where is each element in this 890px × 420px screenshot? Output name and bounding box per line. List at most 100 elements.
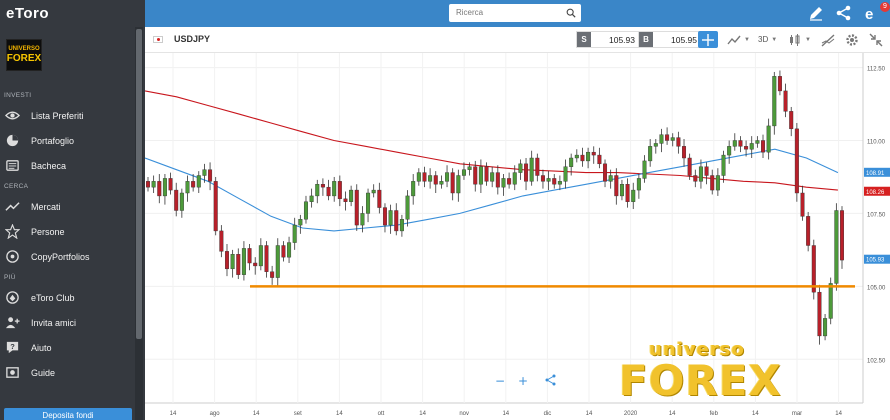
candle-body xyxy=(524,163,529,182)
candle-body xyxy=(168,178,173,191)
candle-body xyxy=(761,140,766,153)
candle-body xyxy=(512,172,517,185)
crosshair-tool-button[interactable] xyxy=(698,31,718,48)
section-title-invest: INVESTI xyxy=(4,92,32,99)
y-tick-label: 105.00 xyxy=(867,285,886,291)
chart-style-dropdown[interactable]: ▼ xyxy=(727,31,750,48)
top-header: Ricerca e 9 xyxy=(145,0,890,27)
candle-body xyxy=(196,175,201,188)
share-icon[interactable] xyxy=(835,4,853,22)
candle-body xyxy=(772,76,777,127)
candle-body xyxy=(817,291,822,337)
candle-body xyxy=(507,178,512,185)
notifications-icon[interactable]: e xyxy=(863,4,881,22)
candle-body xyxy=(546,178,551,182)
candle-body xyxy=(755,140,760,144)
candle-body xyxy=(659,134,664,144)
candle-body xyxy=(715,175,720,191)
x-tick-label: ott xyxy=(378,411,385,417)
sidebar: eToro UNIVERSO FOREX INVESTI Lista Prefe… xyxy=(0,0,145,420)
notification-badge: 9 xyxy=(880,2,890,12)
sidebar-item-guides[interactable]: Guide xyxy=(0,360,145,385)
candle-body xyxy=(230,254,235,270)
deposit-funds-button[interactable]: Deposita fondi xyxy=(4,408,132,420)
price-tag-label: 105.93 xyxy=(866,258,885,264)
sidebar-item-label: Lista Preferiti xyxy=(31,110,84,121)
sidebar-item-people[interactable]: Persone xyxy=(0,219,145,244)
buy-button[interactable]: B 105.95 xyxy=(638,31,702,48)
candle-body xyxy=(258,245,263,267)
candle-body xyxy=(484,166,489,182)
price-tag-label: 108.26 xyxy=(866,190,885,196)
x-tick-label: 2020 xyxy=(624,411,638,417)
candle-body xyxy=(625,184,630,202)
price-tag-box xyxy=(864,167,890,177)
avatar[interactable]: UNIVERSO FOREX xyxy=(6,39,42,71)
guide-icon xyxy=(6,367,19,378)
timeframe-dropdown[interactable]: 3D ▼ xyxy=(758,31,777,48)
candle-body xyxy=(411,181,416,197)
candle-body xyxy=(580,154,585,162)
candle-body xyxy=(394,210,399,232)
instrument-symbol: USDJPY xyxy=(174,34,211,44)
scrollbar-thumb[interactable] xyxy=(136,29,142,339)
candle-body xyxy=(174,189,179,211)
candle-body xyxy=(405,195,410,220)
candle-body xyxy=(247,248,252,264)
sidebar-item-etoro-club[interactable]: eToro Club xyxy=(0,285,145,310)
svg-text:?: ? xyxy=(10,342,15,351)
buy-label: B xyxy=(639,32,653,47)
candle-body xyxy=(202,169,207,176)
candle-body xyxy=(382,207,387,226)
candle-body xyxy=(828,283,833,319)
sidebar-item-watchlist[interactable]: Lista Preferiti xyxy=(0,103,145,128)
x-tick-label: 14 xyxy=(586,411,593,417)
candle-body xyxy=(557,181,562,185)
section-title-search: CERCA xyxy=(4,183,29,190)
search-placeholder: Ricerca xyxy=(456,8,484,17)
candle-body xyxy=(563,166,568,182)
candle-body xyxy=(332,181,337,197)
sidebar-item-invite-friends[interactable]: Invita amici xyxy=(0,310,145,335)
candle-body xyxy=(704,166,709,176)
sidebar-item-portfolio[interactable]: Portafoglio xyxy=(0,128,145,153)
candle-body xyxy=(529,157,534,182)
search-input[interactable]: Ricerca xyxy=(449,4,581,22)
candle-type-dropdown[interactable]: ▼ xyxy=(788,31,811,48)
zoom-in-button[interactable]: + xyxy=(518,374,528,388)
candle-body xyxy=(185,181,190,194)
x-tick-label: 14 xyxy=(835,411,842,417)
candle-body xyxy=(241,248,246,275)
sidebar-item-markets[interactable]: Mercati xyxy=(0,194,145,219)
price-chart[interactable]: 112.50 110.00 107.50 105.00 102.50 14 ago 14 set… xyxy=(145,53,890,420)
x-tick-label: 14 xyxy=(502,411,509,417)
candle-body xyxy=(490,172,495,182)
candle-body xyxy=(501,178,506,188)
timeframe-value: 3D xyxy=(758,35,769,44)
sidebar-item-copyportfolios[interactable]: CopyPortfolios xyxy=(0,244,145,269)
candle-body xyxy=(603,163,608,182)
candlestick-chart-svg[interactable]: 112.50 110.00 107.50 105.00 102.50 14 ago 14 set… xyxy=(145,53,890,420)
chart-toolbar: USDJPY S 105.93 B 105.95 ▼ 3D ▼ ▼ xyxy=(145,27,890,53)
candle-body xyxy=(614,175,619,197)
candle-body xyxy=(682,146,687,159)
candle-body xyxy=(495,172,500,188)
drawing-tools-button[interactable] xyxy=(821,31,835,48)
candle-body xyxy=(146,181,150,188)
candle-body xyxy=(749,143,754,150)
sell-button[interactable]: S 105.93 xyxy=(576,31,640,48)
sidebar-item-feed[interactable]: Bacheca xyxy=(0,153,145,178)
sidebar-scrollbar[interactable] xyxy=(135,27,143,420)
candle-body xyxy=(292,224,297,243)
section-title-more: PIÙ xyxy=(4,274,16,281)
etoro-logo[interactable]: eToro xyxy=(0,0,145,27)
collapse-button[interactable] xyxy=(869,31,883,48)
candle-body xyxy=(619,184,624,197)
zoom-out-button[interactable]: − xyxy=(495,374,505,388)
edit-pencil-icon[interactable] xyxy=(807,4,825,22)
settings-button[interactable] xyxy=(845,31,859,48)
sidebar-item-help[interactable]: ? Aiuto xyxy=(0,335,145,360)
search-icon[interactable] xyxy=(566,8,576,18)
candle-body xyxy=(823,318,828,337)
eye-icon xyxy=(5,111,20,120)
